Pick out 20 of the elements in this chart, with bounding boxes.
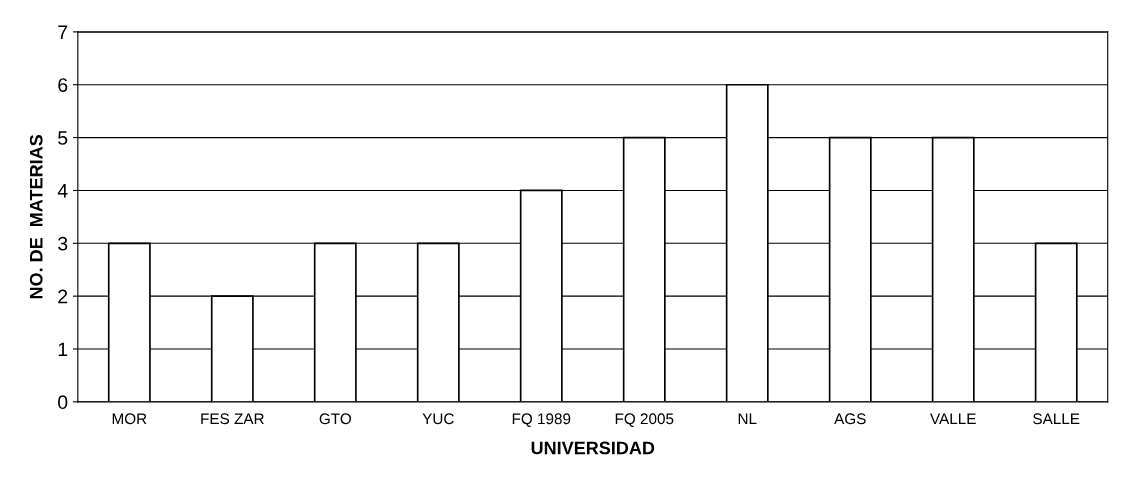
x-tick-label: AGS [834, 413, 866, 425]
y-tick-label: 5 [58, 131, 68, 145]
x-tick-label: NL [738, 413, 757, 425]
y-tick-label: 1 [58, 342, 68, 357]
x-tick-label: SALLE [1033, 413, 1080, 425]
y-tick-label: 0 [58, 395, 68, 410]
y-tick-label: 3 [58, 236, 68, 251]
y-tick-label: 6 [58, 78, 68, 92]
x-axis-title: UNIVERSIDAD [531, 441, 655, 455]
x-tick-label: FQ 1989 [512, 413, 571, 427]
x-tick-label: GTO [319, 413, 351, 425]
y-tick-label: 7 [58, 25, 68, 39]
x-tick-label: VALLE [930, 413, 976, 425]
x-tick-label: MOR [112, 413, 147, 425]
x-tick-label: FQ 2005 [615, 413, 674, 427]
y-tick-label: 4 [57, 184, 68, 198]
y-tick-label: 2 [58, 289, 68, 304]
x-tick-label: YUC [422, 413, 454, 425]
x-tick-label: FES ZAR [201, 413, 264, 425]
y-axis-title: NO. DE MATERIAS [29, 134, 43, 299]
